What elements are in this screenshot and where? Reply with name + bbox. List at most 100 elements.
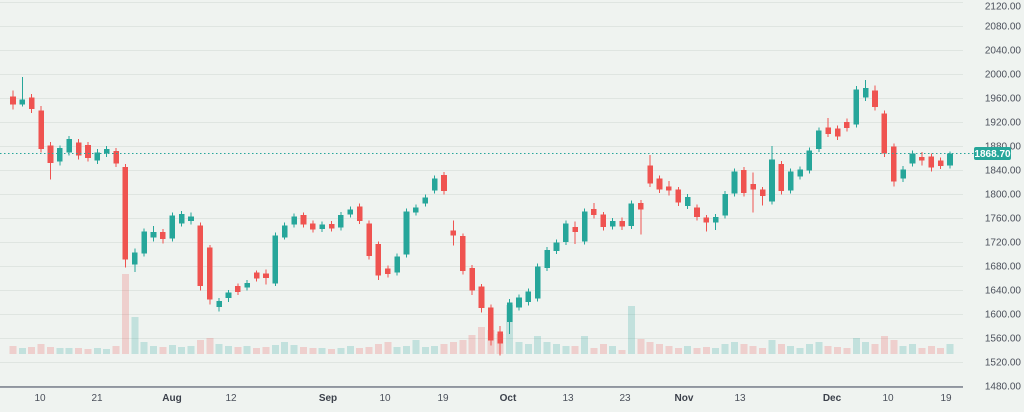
- candle: [272, 232, 279, 286]
- candle-body: [656, 178, 663, 190]
- candle: [516, 294, 522, 311]
- candle-body: [741, 170, 747, 193]
- candle: [919, 152, 925, 166]
- candle: [244, 279, 250, 291]
- candle-body: [66, 138, 72, 153]
- candle-body: [675, 189, 682, 203]
- volume-bar: [309, 348, 317, 354]
- candle: [825, 117, 831, 138]
- candle: [10, 90, 16, 110]
- volume-bar: [131, 317, 139, 354]
- x-axis-day-label: 23: [619, 393, 631, 404]
- candle-body: [188, 216, 194, 222]
- y-axis-tick-label: 1560.00: [985, 333, 1022, 344]
- volume-bar: [665, 346, 673, 354]
- y-axis-tick-label: 1960.00: [985, 93, 1022, 104]
- candle-body: [797, 169, 803, 177]
- volume-bar: [815, 342, 823, 354]
- volume-bar: [234, 347, 242, 354]
- candle: [235, 283, 241, 295]
- volume-bar: [121, 274, 129, 354]
- candle-body: [216, 300, 222, 307]
- volume-bar: [478, 327, 485, 354]
- candle-body: [778, 164, 785, 192]
- volume-bar: [365, 347, 373, 354]
- candle-body: [506, 302, 513, 322]
- last-price-label: 1868.70: [974, 149, 1011, 160]
- volume-bar: [337, 348, 345, 354]
- candle-body: [806, 150, 813, 171]
- volume-bar: [824, 346, 832, 354]
- volume-bar: [384, 342, 392, 354]
- volume-bar: [937, 348, 945, 354]
- y-axis-price-scale[interactable]: 2120.00 2080.00 2040.00 2000.00 1960.00 1920.…: [985, 2, 1022, 393]
- volume-bar: [543, 342, 551, 354]
- candle-body: [94, 152, 101, 161]
- x-axis-time-scale[interactable]: 10 21 Aug 12 Sep 10 19 Oct 13 23 Nov 13 Dec 10 19: [34, 393, 952, 404]
- candle: [263, 269, 269, 285]
- volume-bar: [618, 350, 626, 354]
- volume-bar: [581, 336, 589, 354]
- candle: [506, 299, 513, 334]
- candle: [891, 143, 897, 187]
- volume-bar: [281, 342, 289, 354]
- volume-bar: [656, 344, 663, 354]
- candle: [207, 245, 213, 305]
- volume-bar: [140, 342, 148, 354]
- candle: [862, 80, 869, 102]
- candle: [169, 212, 176, 242]
- volume-bar: [374, 344, 382, 354]
- candle: [563, 220, 569, 246]
- candle-body: [750, 183, 756, 190]
- candle-body: [712, 216, 719, 223]
- candle: [750, 172, 756, 213]
- candle-body: [328, 224, 335, 229]
- candle: [581, 208, 588, 245]
- candle-body: [722, 194, 728, 216]
- candle: [94, 149, 101, 165]
- candle: [947, 151, 953, 169]
- volume-bar: [93, 348, 101, 354]
- candle-body: [591, 209, 597, 216]
- y-axis-tick-label: 1480.00: [985, 381, 1022, 392]
- volume-bar: [346, 346, 354, 354]
- x-axis-month-label: Dec: [823, 393, 842, 404]
- volume-bar: [599, 344, 607, 354]
- candle-body: [534, 266, 541, 299]
- candle-body: [319, 224, 325, 229]
- candle-body: [310, 223, 316, 230]
- volume-bar: [318, 348, 326, 354]
- candle: [132, 248, 138, 273]
- candle: [422, 194, 429, 207]
- candle: [291, 213, 297, 228]
- candle: [591, 203, 597, 219]
- volume-bar: [862, 342, 870, 354]
- candle: [394, 253, 400, 276]
- candle: [638, 200, 644, 235]
- volume-bar: [150, 346, 157, 354]
- volume-bars: [9, 274, 954, 354]
- candle-body: [478, 286, 485, 309]
- candle-body: [928, 156, 935, 168]
- candle: [469, 264, 475, 295]
- candle: [881, 110, 888, 157]
- candle-body: [787, 171, 794, 191]
- candle: [19, 77, 26, 107]
- candle: [544, 246, 550, 271]
- candles: [10, 77, 953, 356]
- candle-body: [281, 225, 288, 238]
- candle-body: [272, 235, 279, 284]
- x-axis-month-label: Aug: [162, 393, 181, 404]
- candle: [834, 125, 841, 141]
- candle-body: [881, 113, 888, 154]
- volume-bar: [627, 306, 635, 354]
- volume-bar: [84, 349, 92, 354]
- candle: [38, 105, 44, 153]
- candle-body: [338, 215, 344, 228]
- volume-bar: [112, 346, 120, 354]
- candle-body: [759, 189, 766, 196]
- volume-bar: [243, 346, 251, 354]
- x-axis-month-label: Oct: [500, 393, 517, 404]
- candle-body: [572, 227, 578, 232]
